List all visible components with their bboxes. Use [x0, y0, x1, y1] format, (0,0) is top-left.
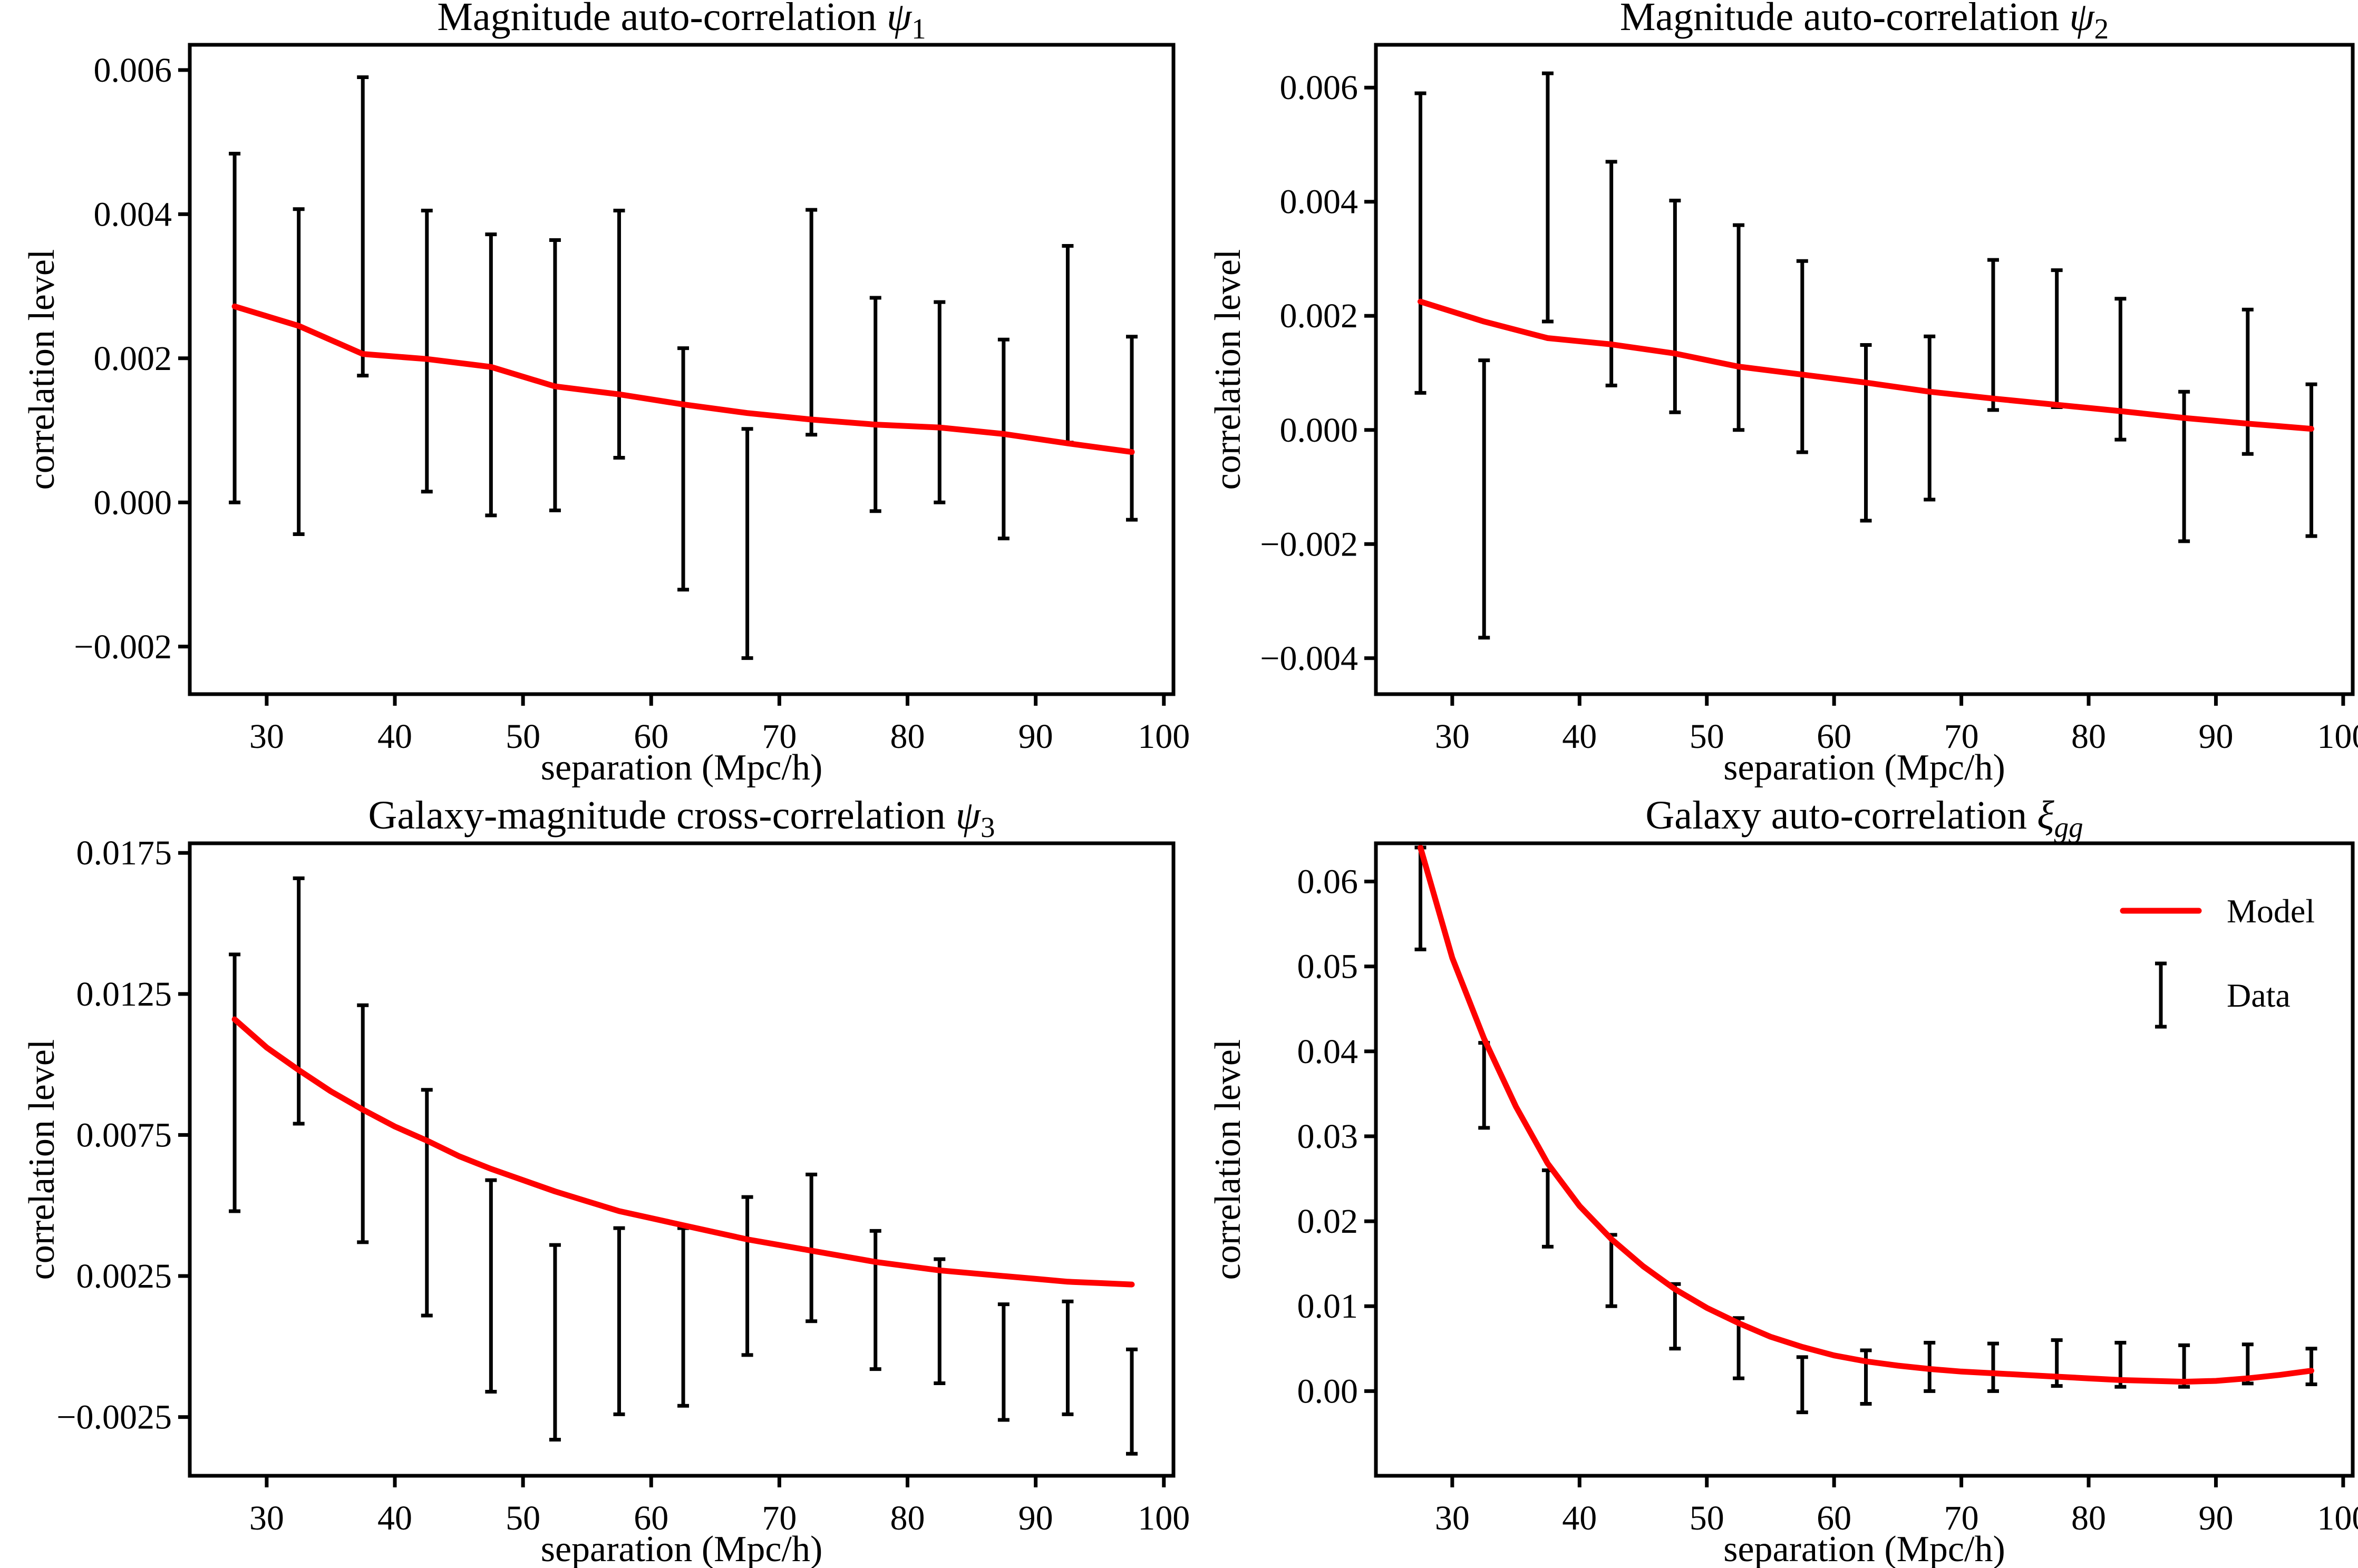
plot-box — [188, 43, 1176, 696]
x-tick-label: 30 — [1435, 717, 1470, 756]
x-tick-label: 70 — [1944, 717, 1979, 756]
y-tick-label: −0.002 — [1260, 525, 1358, 563]
plot-box — [188, 841, 1176, 1478]
y-tick-label: 0.0025 — [76, 1257, 172, 1296]
data-errorbars — [1414, 71, 2317, 640]
y-tick-label: 0.002 — [94, 339, 172, 378]
x-tick-label: 60 — [634, 1499, 668, 1537]
x-tick-label: 90 — [2198, 1499, 2233, 1537]
x-tick-label: 50 — [1690, 717, 1724, 756]
legend-model-label: Model — [2227, 892, 2315, 930]
panel-xigg: 30 40 50 60 70 80 90 100 0.06 0.05 0.04 0.03 0.02 0.0… — [1208, 793, 2358, 1568]
y-axis-label: correlation level — [1208, 249, 1248, 490]
x-tick-label: 90 — [2198, 717, 2233, 756]
y-axis-label: correlation level — [22, 249, 62, 490]
x-tick-label: 60 — [1817, 717, 1851, 756]
y-tick-label: 0.0125 — [76, 975, 172, 1014]
x-tick-label: 100 — [1138, 717, 1190, 756]
x-tick-label: 60 — [634, 717, 668, 756]
y-tick-label: 0.00 — [1297, 1372, 1358, 1410]
x-tick-label: 50 — [506, 717, 540, 756]
y-tick-label: 0.002 — [1280, 297, 1358, 335]
y-tick-label: −0.004 — [1260, 639, 1358, 678]
panel-psi1: 30 40 50 60 70 80 90 100 0.006 0.004 0.002 0.000 −0.… — [22, 0, 1190, 788]
x-tick-label: 80 — [890, 1499, 925, 1537]
y-tick-label: 0.0175 — [76, 834, 172, 872]
y-tick-label: 0.006 — [94, 51, 172, 90]
y-tick-label: 0.006 — [1280, 69, 1358, 107]
data-errorbars — [1414, 845, 2317, 1415]
y-tick-label: 0.03 — [1297, 1117, 1358, 1156]
model-line — [231, 1016, 1135, 1288]
plot-box — [1374, 43, 2355, 696]
plot-title: Magnitude auto-correlation ψ1 — [437, 0, 926, 45]
plot-box — [1374, 841, 2355, 1478]
y-tick-label: 0.0075 — [76, 1116, 172, 1154]
model-line — [231, 303, 1135, 455]
plot-title: Magnitude auto-correlation ψ2 — [1620, 0, 2109, 45]
x-axis-label: separation (Mpc/h) — [541, 1529, 823, 1568]
y-tick-label: −0.0025 — [56, 1398, 172, 1437]
plot-title: Galaxy auto-correlation ξgg — [1645, 793, 2083, 843]
panel-psi2: 30 40 50 60 70 80 90 100 0.006 0.004 0.002 0.000 −0.… — [1208, 0, 2358, 788]
x-tick-label: 90 — [1018, 717, 1053, 756]
y-tick-label: 0.05 — [1297, 948, 1358, 986]
x-axis-label: separation (Mpc/h) — [1723, 747, 2005, 788]
x-tick-label: 70 — [762, 717, 797, 756]
model-line — [1418, 298, 2314, 432]
y-axis-label: correlation level — [22, 1039, 62, 1280]
x-tick-label: 70 — [1944, 1499, 1979, 1537]
y-tick-label: 0.004 — [94, 195, 172, 233]
y-tick-label: 0.01 — [1297, 1287, 1358, 1326]
x-tick-label: 80 — [2071, 1499, 2106, 1537]
y-tick-label: 0.06 — [1297, 863, 1358, 901]
x-tick-label: 80 — [890, 717, 925, 756]
data-errorbars — [229, 876, 1138, 1456]
x-tick-label: 100 — [1138, 1499, 1190, 1537]
x-tick-label: 40 — [1562, 1499, 1597, 1537]
x-axis-label: separation (Mpc/h) — [541, 747, 823, 788]
x-tick-label: 30 — [249, 1499, 284, 1537]
x-tick-label: 60 — [1817, 1499, 1851, 1537]
data-errorbars — [229, 75, 1138, 660]
y-tick-label: 0.000 — [94, 483, 172, 522]
y-tick-label: −0.002 — [74, 628, 172, 666]
x-tick-label: 40 — [1562, 717, 1597, 756]
x-tick-label: 50 — [1690, 1499, 1724, 1537]
x-tick-label: 30 — [249, 717, 284, 756]
legend-data-label: Data — [2227, 977, 2291, 1014]
panel-psi3: 30 40 50 60 70 80 90 100 0.0175 0.0125 0.0075 0.002… — [22, 793, 1190, 1568]
x-tick-label: 100 — [2317, 1499, 2358, 1537]
y-axis-label: correlation level — [1208, 1039, 1248, 1280]
x-tick-label: 50 — [506, 1499, 540, 1537]
y-tick-label: 0.004 — [1280, 183, 1358, 221]
model-line — [1418, 844, 2314, 1385]
x-tick-label: 70 — [762, 1499, 797, 1537]
x-tick-label: 80 — [2071, 717, 2106, 756]
x-tick-label: 30 — [1435, 1499, 1470, 1537]
x-tick-label: 40 — [377, 717, 412, 756]
x-tick-label: 40 — [377, 1499, 412, 1537]
x-axis-label: separation (Mpc/h) — [1723, 1529, 2005, 1568]
plot-title: Galaxy-magnitude cross-correlation ψ3 — [368, 793, 995, 843]
y-tick-label: 0.02 — [1297, 1202, 1358, 1241]
x-tick-label: 90 — [1018, 1499, 1053, 1537]
legend: Model Data — [2120, 892, 2315, 1029]
y-tick-label: 0.000 — [1280, 411, 1358, 450]
x-tick-label: 100 — [2317, 717, 2358, 756]
y-tick-label: 0.04 — [1297, 1033, 1358, 1071]
